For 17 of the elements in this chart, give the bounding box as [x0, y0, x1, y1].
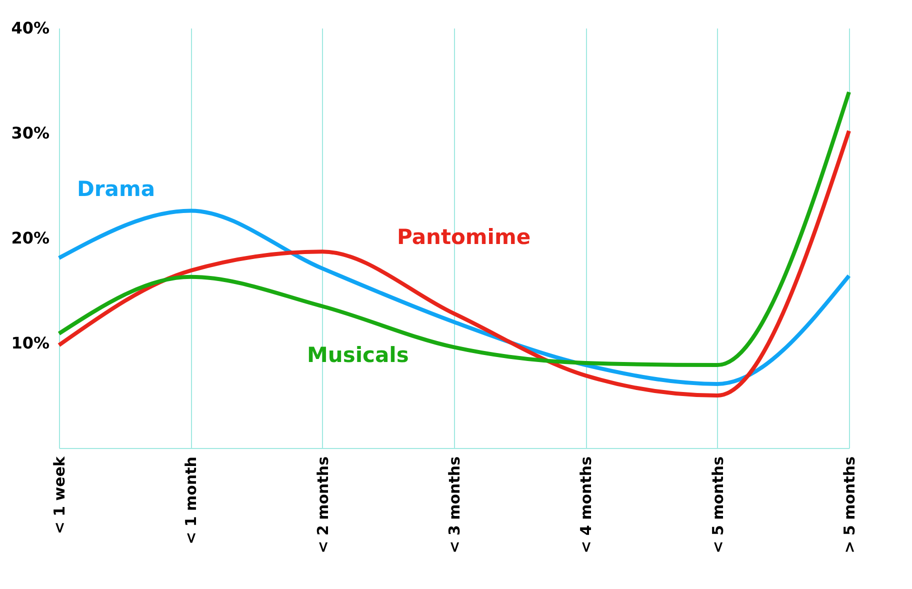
y-tick-label: 10% — [11, 334, 50, 352]
series-label: Pantomime — [397, 225, 531, 249]
x-tick-label: < 3 months — [446, 456, 464, 554]
x-tick-label: < 1 week — [50, 455, 68, 534]
x-tick-label: < 4 months — [577, 456, 596, 554]
x-tick-label: < 1 month — [182, 456, 200, 544]
line-series — [57, 128, 851, 398]
y-tick-label: 40% — [11, 18, 50, 38]
y-tick-label: 30% — [11, 124, 50, 142]
x-tick-label: > 5 months — [840, 456, 858, 554]
line-series — [57, 208, 851, 386]
x-tick-label: < 2 months — [314, 456, 332, 554]
series-label: Musicals — [307, 343, 409, 367]
x-tick-label: < 5 months — [708, 456, 727, 554]
y-tick-label: 20% — [11, 228, 50, 248]
line-series — [57, 90, 851, 368]
series-label: Drama — [77, 177, 156, 201]
